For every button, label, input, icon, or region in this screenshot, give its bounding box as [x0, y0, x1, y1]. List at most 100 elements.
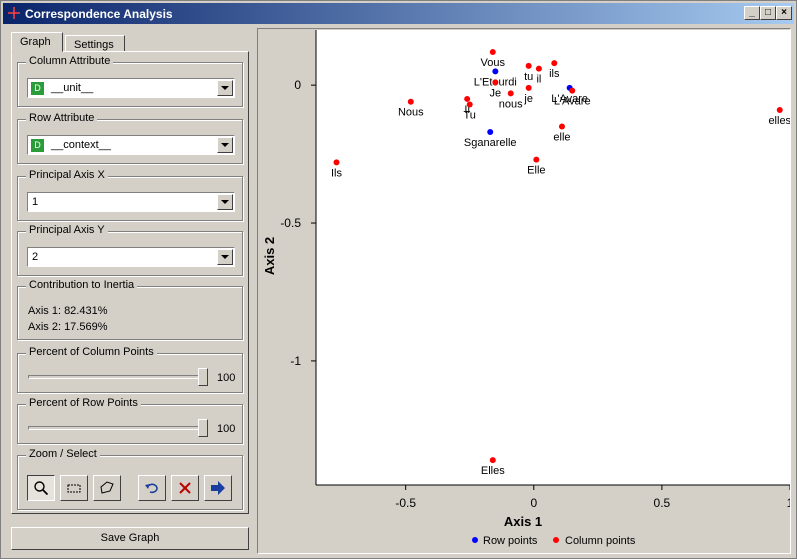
plot-frame	[257, 28, 791, 554]
row-points-slider-handle[interactable]	[198, 419, 208, 437]
plot-area	[316, 30, 790, 485]
scatter-plot[interactable]: -0.500.510-0.5-1 L'EtourdiSganarelleL'Av…	[258, 29, 790, 553]
chevron-down-icon[interactable]	[217, 194, 233, 210]
row-point-label: L'Avare	[551, 93, 588, 105]
column-point	[535, 65, 542, 72]
x-tick-label: -0.5	[395, 496, 416, 510]
zoom-select-group: Zoom / Select	[17, 448, 243, 510]
column-point-label: il	[536, 74, 541, 86]
column-point-label: Je	[490, 87, 502, 99]
row-attribute-group: Row Attribute D __context__	[17, 112, 243, 164]
zoom-select-title: Zoom / Select	[26, 448, 100, 460]
column-attribute-combo[interactable]: D __unit__	[27, 78, 235, 98]
column-point-label: ils	[549, 68, 560, 80]
send-icon	[211, 481, 225, 495]
row-attribute-title: Row Attribute	[26, 112, 98, 124]
zoom-icon	[34, 481, 49, 496]
row-points-group: Percent of Row Points 100	[17, 397, 243, 444]
column-point-label: L'Avare	[554, 96, 591, 108]
row-point	[487, 129, 494, 136]
y-tick-label: -1	[290, 354, 301, 368]
maximize-button[interactable]: □	[760, 6, 776, 20]
column-point	[551, 60, 558, 67]
app-icon	[8, 7, 20, 19]
graph-tab-panel: Column Attribute D __unit__ Row Attribut…	[11, 51, 249, 514]
column-points-legend-label: Column points	[565, 535, 636, 547]
column-point-label: Vous	[481, 57, 506, 69]
chevron-down-icon[interactable]	[217, 80, 233, 96]
column-point-label: Nous	[398, 107, 424, 119]
column-points-value: 100	[217, 372, 236, 384]
undo-icon	[145, 483, 158, 494]
principal-axis-y-title: Principal Axis Y	[26, 224, 108, 236]
lasso-select-button[interactable]	[93, 475, 121, 501]
chevron-down-icon[interactable]	[217, 137, 233, 153]
send-selection-button[interactable]	[204, 475, 232, 501]
column-point-label: Ils	[331, 167, 343, 179]
column-points-legend-marker	[553, 537, 559, 543]
inertia-axis-2: Axis 2: 17.569%	[28, 321, 108, 333]
remove-selection-button[interactable]	[171, 475, 199, 501]
minimize-button[interactable]: _	[744, 6, 760, 20]
title-bar: Correspondence Analysis _ □ ×	[3, 3, 794, 24]
principal-axis-y-combo[interactable]: 2	[27, 247, 235, 267]
principal-axis-y-group: Principal Axis Y 2	[17, 224, 243, 276]
column-point-label: Elle	[527, 165, 545, 177]
tab-settings[interactable]: Settings	[65, 35, 125, 52]
column-point	[525, 62, 532, 69]
chevron-down-icon[interactable]	[217, 249, 233, 265]
column-point-label: Tu	[464, 109, 476, 121]
discrete-variable-icon: D	[31, 82, 44, 95]
column-point	[464, 95, 471, 102]
row-attribute-combo[interactable]: D __context__	[27, 135, 235, 155]
column-point	[466, 101, 473, 108]
row-points-legend-marker	[472, 537, 478, 543]
close-button[interactable]: ×	[776, 6, 792, 20]
tab-graph[interactable]: Graph	[11, 32, 63, 52]
rect-select-button[interactable]	[60, 475, 88, 501]
column-point	[507, 90, 514, 97]
row-attribute-value: __context__	[51, 139, 111, 151]
x-tick-label: 0.5	[654, 496, 671, 510]
rect-select-icon	[67, 484, 81, 493]
column-points-slider[interactable]	[28, 375, 208, 379]
save-graph-button[interactable]: Save Graph	[11, 527, 249, 550]
column-point	[407, 98, 414, 105]
column-point-label: Elles	[481, 465, 505, 477]
column-point-label: je	[523, 93, 533, 105]
legend: Row points Column points	[472, 535, 636, 547]
y-tick-label: -0.5	[280, 216, 301, 230]
row-points-title: Percent of Row Points	[26, 397, 141, 409]
column-point	[569, 87, 576, 94]
column-points-slider-handle[interactable]	[198, 368, 208, 386]
column-points-group: Percent of Column Points 100	[17, 346, 243, 393]
principal-axis-y-value: 2	[32, 251, 39, 263]
column-points-title: Percent of Column Points	[26, 346, 157, 358]
principal-axis-x-combo[interactable]: 1	[27, 192, 235, 212]
window-title: Correspondence Analysis	[25, 7, 173, 21]
y-axis-label: Axis 2	[262, 237, 277, 275]
x-tick-label: 0	[530, 496, 537, 510]
column-point-label: elle	[553, 132, 570, 144]
row-point	[492, 68, 499, 75]
zoom-tool-button[interactable]	[27, 475, 55, 501]
row-points-value: 100	[217, 423, 236, 435]
column-point	[333, 159, 340, 166]
principal-axis-x-value: 1	[32, 196, 39, 208]
column-attribute-group: Column Attribute D __unit__	[17, 55, 243, 107]
discrete-variable-icon: D	[31, 139, 44, 152]
column-point-label: Il	[464, 104, 470, 116]
row-point-label: Sganarelle	[464, 137, 517, 149]
column-point	[558, 123, 565, 130]
column-attribute-title: Column Attribute	[26, 55, 114, 67]
column-point	[489, 457, 496, 464]
x-tick-label: 1	[787, 496, 790, 510]
x-axis-label: Axis 1	[504, 514, 542, 529]
undo-selection-button[interactable]	[138, 475, 166, 501]
inertia-axis-1: Axis 1: 82.431%	[28, 305, 108, 317]
row-points-slider[interactable]	[28, 426, 208, 430]
inertia-title: Contribution to Inertia	[26, 279, 138, 291]
column-point-label: tu	[524, 71, 533, 83]
column-point-label: nous	[499, 98, 523, 110]
principal-axis-x-title: Principal Axis X	[26, 169, 108, 181]
